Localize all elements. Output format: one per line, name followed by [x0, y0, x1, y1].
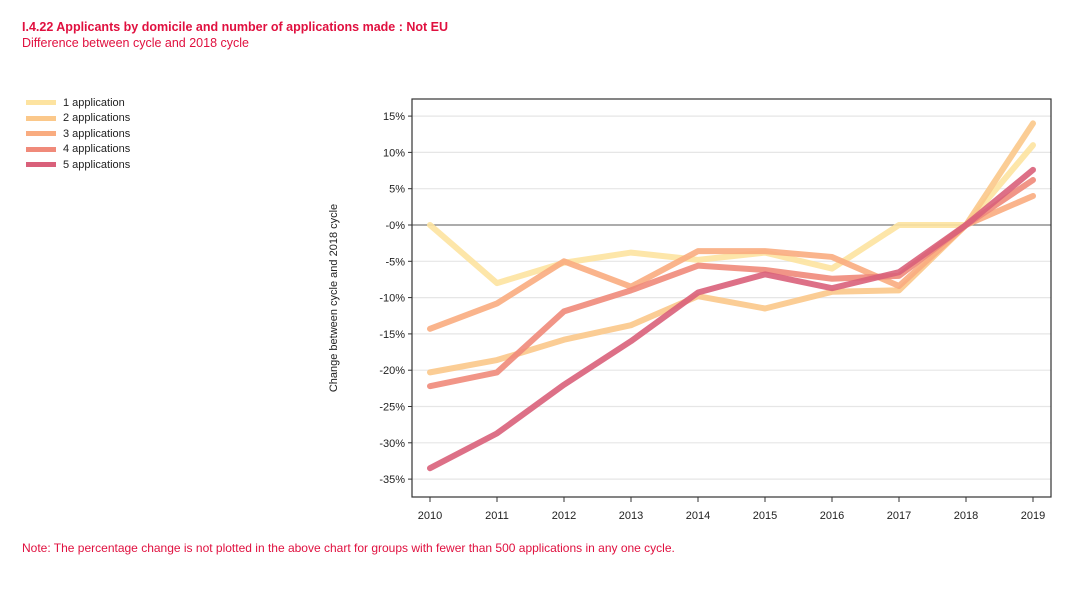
x-tick-label: 2018 [954, 510, 978, 522]
y-tick-label: 10% [383, 147, 405, 159]
y-tick-label: -5% [385, 256, 405, 268]
legend-label: 1 application [63, 96, 125, 109]
x-tick-label: 2013 [619, 510, 643, 522]
x-tick-label: 2012 [552, 510, 576, 522]
legend-label: 2 applications [63, 112, 131, 125]
legend-label: 3 applications [63, 127, 131, 140]
y-tick-label: -15% [379, 329, 405, 341]
legend: 1 application 2 applications 3 applicati… [26, 95, 130, 173]
series-line-3 [427, 192, 1036, 332]
y-tick-label: -20% [379, 365, 405, 377]
legend-item: 4 applications [26, 142, 130, 158]
y-tick-label: 15% [383, 111, 405, 123]
x-tick-label: 2017 [887, 510, 911, 522]
chart-note: Note: The percentage change is not plott… [22, 541, 675, 555]
x-tick-label: 2014 [686, 510, 710, 522]
x-tick-label: 2010 [418, 510, 442, 522]
y-tick-label: -10% [379, 293, 405, 305]
legend-label: 4 applications [63, 143, 131, 156]
legend-swatch [26, 162, 56, 168]
y-tick-label: -35% [379, 474, 405, 486]
y-tick-label: 5% [389, 184, 405, 196]
legend-swatch [26, 115, 56, 121]
y-tick-label: -25% [379, 402, 405, 414]
chart-title: I.4.22 Applicants by domicile and number… [22, 20, 449, 34]
legend-swatch [26, 146, 56, 152]
y-axis-label: Change between cycle and 2018 cycle [328, 204, 340, 392]
y-tick-label: -0% [385, 220, 405, 232]
series-line-1 [427, 142, 1036, 287]
legend-item: 3 applications [26, 126, 130, 142]
chart-subtitle: Difference between cycle and 2018 cycle [22, 36, 249, 50]
series-line-5 [427, 166, 1036, 472]
legend-item: 1 application [26, 95, 130, 111]
legend-label: 5 applications [63, 158, 131, 171]
legend-swatch [26, 131, 56, 137]
x-tick-label: 2019 [1021, 510, 1045, 522]
x-tick-label: 2015 [753, 510, 777, 522]
y-tick-label: -30% [379, 438, 405, 450]
legend-item: 5 applications [26, 157, 130, 173]
x-tick-label: 2016 [820, 510, 844, 522]
x-tick-label: 2011 [485, 510, 509, 522]
legend-item: 2 applications [26, 111, 130, 127]
legend-swatch [26, 100, 56, 106]
